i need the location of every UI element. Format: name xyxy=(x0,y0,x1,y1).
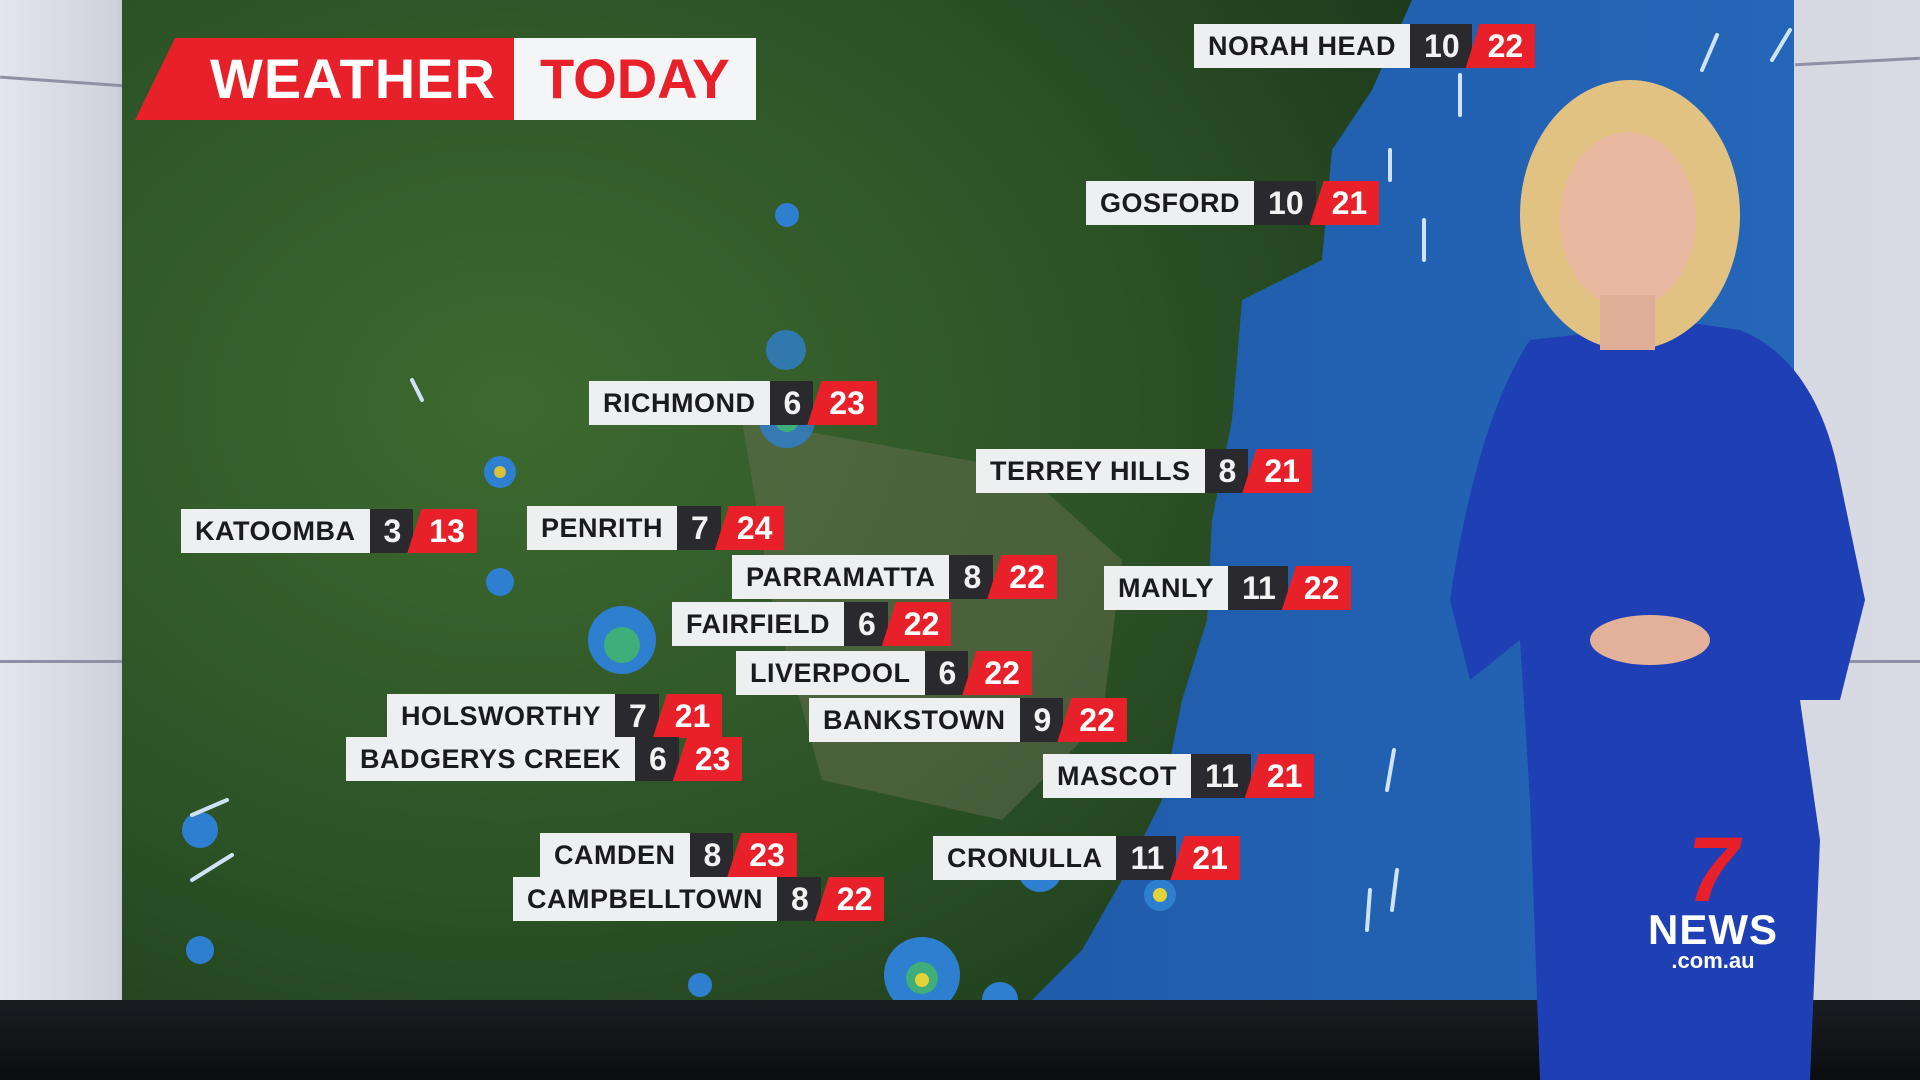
max-temp: 22 xyxy=(814,877,885,921)
max-temp: 22 xyxy=(1057,698,1127,742)
max-temp: 21 xyxy=(1170,836,1240,880)
presenter xyxy=(1450,80,1865,1080)
location-name: GOSFORD xyxy=(1086,181,1255,225)
location-name: CRONULLA xyxy=(933,836,1117,880)
location-label: KATOOMBA 3 13 xyxy=(181,509,477,553)
location-name: CAMPBELLTOWN xyxy=(513,877,777,921)
location-label: GOSFORD 10 21 xyxy=(1086,181,1380,225)
min-temp: 7 xyxy=(677,506,721,550)
max-temp: 23 xyxy=(727,833,797,877)
location-name: PARRAMATTA xyxy=(732,555,950,599)
title-weather: WEATHER xyxy=(135,38,514,120)
location-label: CAMPBELLTOWN 8 22 xyxy=(513,877,885,921)
location-label: FAIRFIELD 6 22 xyxy=(672,602,952,646)
title-today: TODAY xyxy=(513,38,756,120)
max-temp: 21 xyxy=(1309,181,1380,225)
location-label: RICHMOND 6 23 xyxy=(589,381,877,425)
min-temp: 10 xyxy=(1410,24,1472,68)
location-name: RICHMOND xyxy=(589,381,770,425)
max-temp: 21 xyxy=(1244,754,1315,798)
location-name: HOLSWORTHY xyxy=(387,694,615,738)
min-temp: 8 xyxy=(776,877,821,921)
location-name: FAIRFIELD xyxy=(672,602,844,646)
location-label: CAMDEN 8 23 xyxy=(540,833,797,877)
location-name: NORAH HEAD xyxy=(1194,24,1411,68)
location-name: BANKSTOWN xyxy=(809,698,1020,742)
min-temp: 6 xyxy=(844,602,888,646)
logo-name: NEWS xyxy=(1648,906,1778,953)
max-temp: 23 xyxy=(672,737,743,781)
max-temp: 21 xyxy=(652,694,723,738)
min-temp: 8 xyxy=(689,833,734,877)
location-name: BADGERYS CREEK xyxy=(346,737,636,781)
hands xyxy=(1590,615,1710,665)
min-temp: 9 xyxy=(1019,698,1064,742)
max-temp: 21 xyxy=(1242,449,1312,493)
location-label: MASCOT 11 21 xyxy=(1043,754,1315,798)
min-temp: 8 xyxy=(949,555,994,599)
max-temp: 22 xyxy=(962,651,1032,695)
max-temp: 22 xyxy=(1281,566,1352,610)
location-name: PENRITH xyxy=(527,506,678,550)
logo-mark: 7 xyxy=(1687,819,1739,921)
max-temp: 23 xyxy=(807,381,877,425)
location-label: HOLSWORTHY 7 21 xyxy=(387,694,723,738)
blue-dress xyxy=(1450,320,1865,1080)
location-name: CAMDEN xyxy=(540,833,690,877)
max-temp: 22 xyxy=(987,555,1057,599)
location-label: LIVERPOOL 6 22 xyxy=(736,651,1032,695)
location-label: TERREY HILLS 8 21 xyxy=(976,449,1312,493)
wind-arrows xyxy=(190,28,1792,932)
min-temp: 6 xyxy=(924,651,969,695)
location-name: MANLY xyxy=(1104,566,1229,610)
weather-today-title: WEATHER TODAY xyxy=(135,38,756,120)
7news-logo: 7 NEWS .com.au xyxy=(1628,819,1798,973)
face xyxy=(1560,132,1696,308)
location-label: MANLY 11 22 xyxy=(1104,566,1352,610)
location-label: BADGERYS CREEK 6 23 xyxy=(346,737,743,781)
location-label: PENRITH 7 24 xyxy=(527,506,785,550)
location-name: KATOOMBA xyxy=(181,509,370,553)
min-temp: 11 xyxy=(1116,836,1177,880)
max-temp: 13 xyxy=(407,509,477,553)
location-label: PARRAMATTA 8 22 xyxy=(732,555,1057,599)
min-temp: 11 xyxy=(1228,566,1288,610)
studio-panel-edge xyxy=(1795,660,1920,663)
location-label: NORAH HEAD 10 22 xyxy=(1194,24,1536,68)
min-temp: 3 xyxy=(369,509,414,553)
studio-panel-edge xyxy=(0,660,125,663)
max-temp: 22 xyxy=(1465,24,1536,68)
neck xyxy=(1600,295,1655,350)
max-temp: 22 xyxy=(881,602,952,646)
min-temp: 6 xyxy=(635,737,679,781)
location-label: BANKSTOWN 9 22 xyxy=(809,698,1127,742)
location-name: LIVERPOOL xyxy=(736,651,925,695)
max-temp: 24 xyxy=(714,506,785,550)
min-temp: 6 xyxy=(769,381,814,425)
logo-domain: .com.au xyxy=(1671,948,1755,973)
location-name: MASCOT xyxy=(1043,754,1191,798)
min-temp: 8 xyxy=(1204,449,1249,493)
min-temp: 11 xyxy=(1191,754,1251,798)
min-temp: 10 xyxy=(1254,181,1316,225)
location-name: TERREY HILLS xyxy=(976,449,1205,493)
location-label: CRONULLA 11 21 xyxy=(933,836,1240,880)
min-temp: 7 xyxy=(615,694,659,738)
